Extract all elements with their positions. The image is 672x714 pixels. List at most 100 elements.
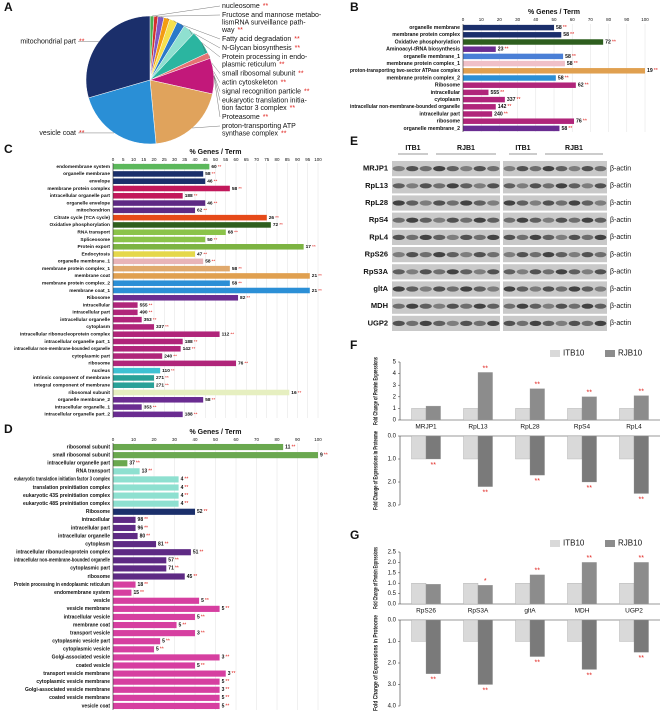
x-tick-label: 30 <box>172 157 178 162</box>
blot-band <box>433 234 446 240</box>
x-tick-label: 5 <box>122 157 125 162</box>
blot-band <box>487 303 500 309</box>
significance-star: ** <box>244 361 248 367</box>
blot-strip <box>503 178 607 194</box>
bar <box>113 573 185 580</box>
significance-star: ** <box>153 404 157 410</box>
blot-strip <box>392 229 500 245</box>
blot-band <box>594 303 607 309</box>
count-label: 3 <box>222 687 225 693</box>
blot-band <box>392 166 405 172</box>
count-label: 98 <box>138 517 144 523</box>
bar <box>477 372 493 421</box>
count-label: 240 <box>164 353 172 359</box>
category-label: membrane protein complex_2 <box>42 280 110 286</box>
legend-swatch <box>605 350 615 357</box>
significance-star: ** <box>184 493 188 499</box>
category-label: cytoplasm <box>434 97 460 103</box>
significance-star: ** <box>639 496 645 503</box>
category-label: eukaryotic 48S preinitiation complex <box>23 501 110 507</box>
y-tick-label: 1.0 <box>388 457 397 463</box>
y-tick-label: 2.0 <box>388 480 397 486</box>
blot-strip <box>503 298 607 314</box>
pie-label: N-Glycan biosynthesis <box>222 45 292 52</box>
pie-slice <box>88 79 157 145</box>
bar <box>529 388 545 421</box>
category-label: membrane protein complex_1 <box>42 266 110 272</box>
bar <box>425 405 441 421</box>
x-tick-label: 50 <box>213 157 219 162</box>
blot-band <box>487 269 500 275</box>
blot-band <box>581 200 594 206</box>
significance-star: ** <box>192 346 196 352</box>
blot-band <box>406 234 419 240</box>
pie-label: vesicle coat <box>39 130 76 137</box>
bar <box>113 324 154 330</box>
bar <box>113 287 310 294</box>
category-label: intracellular <box>83 302 110 308</box>
leader-line <box>156 14 221 17</box>
category-label: cytoplasmic vesicle <box>63 647 110 653</box>
category-label: intracellular organelle <box>58 533 110 539</box>
blot-band <box>446 286 459 292</box>
bar <box>633 435 649 494</box>
blot-band <box>392 252 405 258</box>
y-tick-label: 5 <box>393 360 397 366</box>
category-label: intracellular organelle part <box>50 193 111 199</box>
category-label: ribosome <box>88 361 110 367</box>
count-label: 46 <box>207 200 213 206</box>
bar <box>113 411 183 418</box>
blot-band <box>446 303 459 309</box>
significance-star: ** <box>205 598 209 604</box>
bar <box>113 280 230 286</box>
category-label: Aminoacyl-tRNA biosynthesis <box>386 47 460 53</box>
category-label: intracellular part <box>419 111 460 117</box>
bar <box>581 396 597 421</box>
category-label: cytoplasm <box>85 541 110 547</box>
significance-star: ** <box>225 687 229 693</box>
bar <box>113 702 220 710</box>
bar <box>529 619 545 657</box>
category-label: integral component of membrane <box>34 382 110 388</box>
category-label: Protein export <box>77 244 110 250</box>
significance-star: ** <box>281 130 287 137</box>
count-label: 142 <box>498 104 507 110</box>
blot-band <box>542 252 555 258</box>
bar <box>113 258 204 265</box>
blot-band <box>516 303 529 309</box>
count-label: 4 <box>181 477 184 483</box>
bar <box>113 565 167 572</box>
y-tick-label: 4 <box>393 371 397 377</box>
category-label: envelope <box>89 178 110 184</box>
blot-band <box>542 320 555 326</box>
category-label: membrane coat <box>73 622 110 628</box>
significance-star: ** <box>294 36 300 43</box>
significance-star: ** <box>214 200 218 206</box>
bar <box>463 53 564 60</box>
count-label: 188 <box>185 193 193 199</box>
blot-band <box>594 320 607 326</box>
bar <box>113 638 161 645</box>
x-tick-label: UGP2 <box>625 608 643 615</box>
bar <box>113 484 179 491</box>
count-label: 16 <box>291 390 297 396</box>
pie-label: synthase complex <box>222 130 279 137</box>
category-label: organelle membrane_1 <box>403 54 460 60</box>
count-label: 5 <box>156 647 159 653</box>
blot-band <box>555 183 568 189</box>
blot-band <box>503 303 516 309</box>
x-tick-label: 80 <box>274 157 280 162</box>
significance-star: ** <box>298 70 304 77</box>
bar <box>411 619 427 642</box>
category-label: coated vesicle <box>76 663 110 669</box>
count-label: 3 <box>197 630 200 636</box>
blot-band <box>568 200 581 206</box>
category-label: intracellular organelle part_2 <box>44 412 110 418</box>
blot-band <box>503 286 516 292</box>
blot-band <box>581 234 594 240</box>
bar <box>113 346 181 352</box>
blot-band <box>433 286 446 292</box>
legend-label: RJB10 <box>618 349 643 358</box>
count-label: 76 <box>238 361 244 367</box>
blot-strip <box>503 195 607 211</box>
